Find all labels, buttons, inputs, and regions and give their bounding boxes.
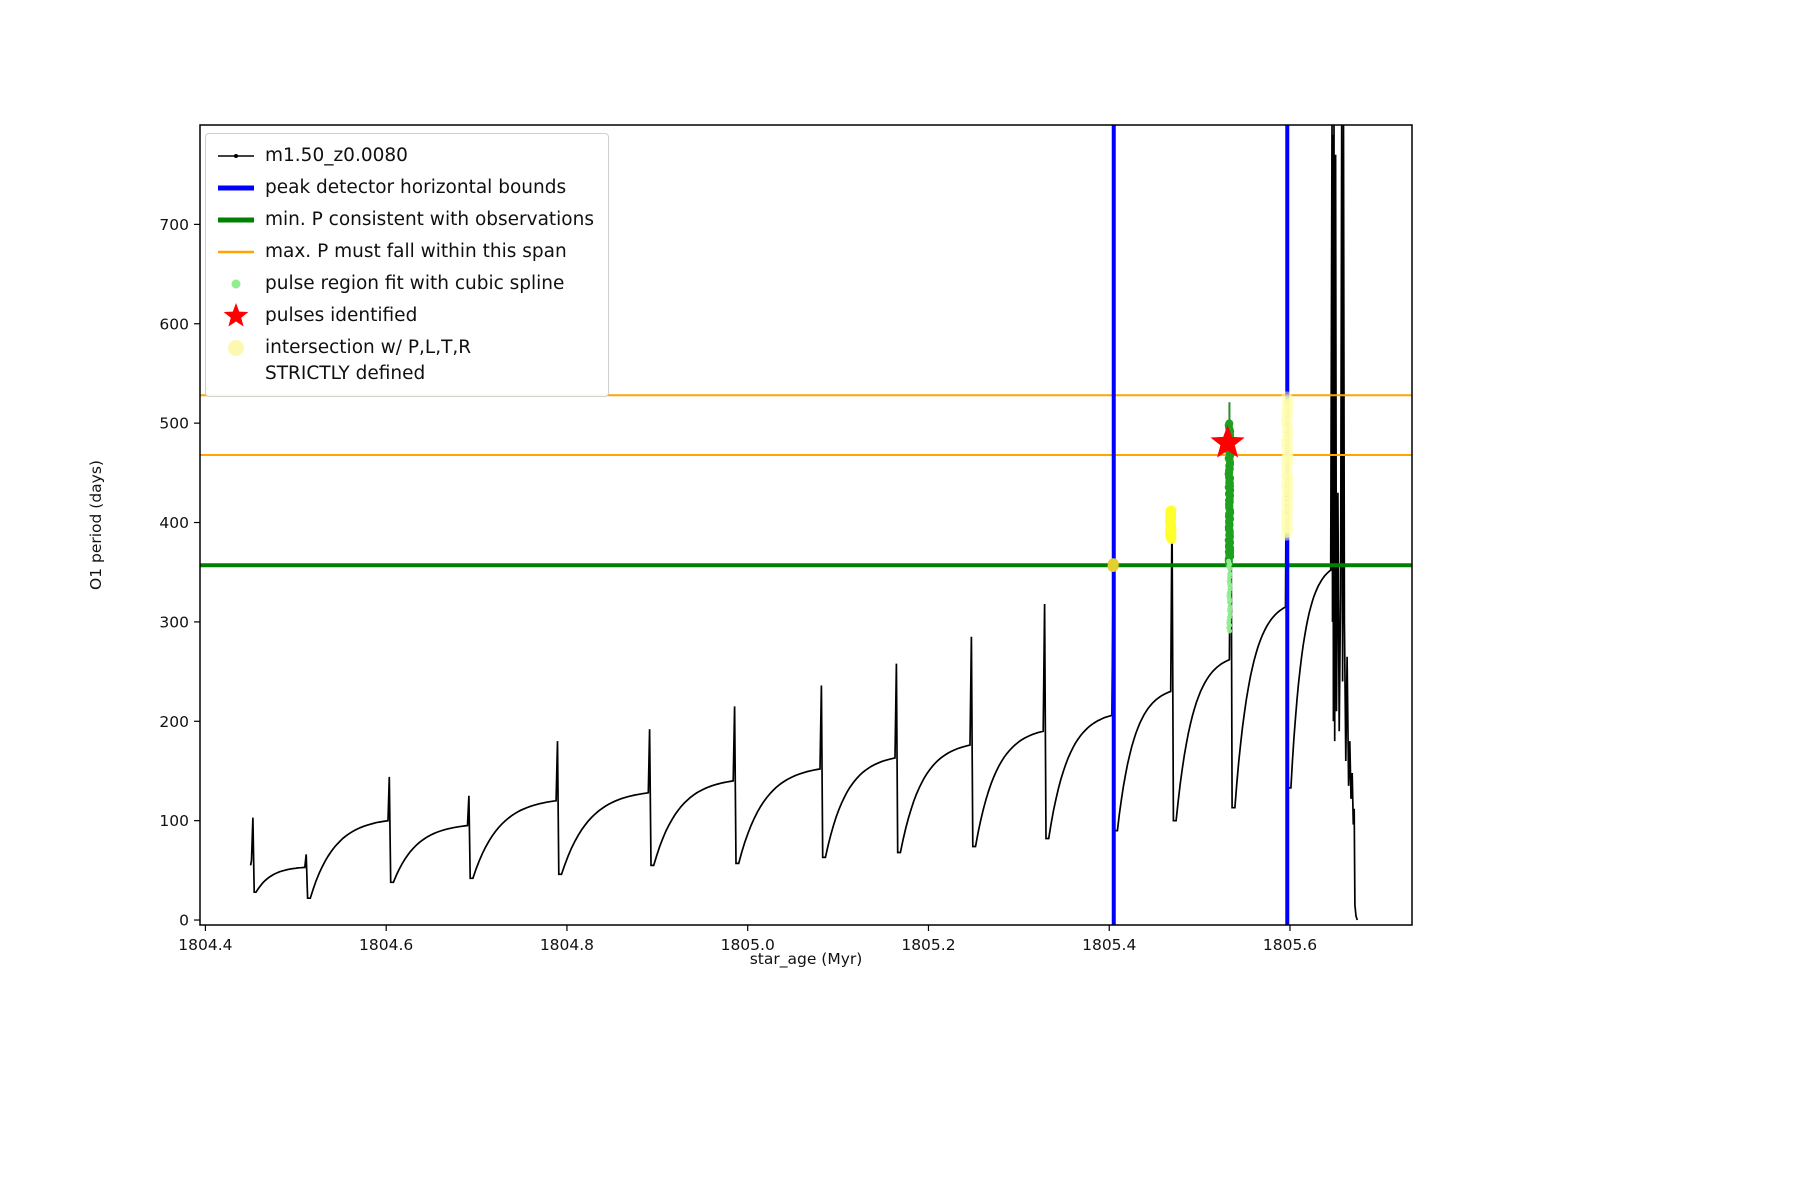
axes-frame xyxy=(199,124,1413,926)
svg-text:1805.0: 1805.0 xyxy=(721,936,775,954)
intersection-points xyxy=(1107,558,1119,572)
x-axis-label: star_age (Myr) xyxy=(749,950,863,968)
legend-item-intersection: intersection w/ P,L,T,R STRICTLY defined xyxy=(216,335,594,387)
svg-text:0: 0 xyxy=(179,912,189,930)
legend-label: max. P must fall within this span xyxy=(265,241,567,262)
legend-item-main-series: m1.50_z0.0080 xyxy=(216,143,594,169)
y-axis-label: O1 period (days) xyxy=(87,460,105,590)
legend-item-spline: pulse region fit with cubic spline xyxy=(216,271,594,297)
legend-label: pulse region fit with cubic spline xyxy=(265,273,565,294)
svg-text:1804.8: 1804.8 xyxy=(540,936,594,954)
legend-label: intersection w/ P,L,T,R STRICTLY defined xyxy=(265,337,472,384)
svg-text:1805.4: 1805.4 xyxy=(1082,936,1136,954)
svg-text:1805.6: 1805.6 xyxy=(1263,936,1317,954)
svg-text:400: 400 xyxy=(159,514,189,532)
plot-area xyxy=(200,125,1412,925)
spline-points xyxy=(1226,558,1233,634)
svg-text:300: 300 xyxy=(159,613,189,631)
legend-label: pulses identified xyxy=(265,305,418,326)
legend-item-pulses: pulses identified xyxy=(216,303,594,329)
legend-item-min-p: min. P consistent with observations xyxy=(216,207,594,233)
red-star-icon xyxy=(216,303,256,329)
blue-line-icon xyxy=(216,175,256,201)
svg-text:1804.4: 1804.4 xyxy=(178,936,232,954)
legend-item-max-p: max. P must fall within this span xyxy=(216,239,594,265)
svg-text:100: 100 xyxy=(159,812,189,830)
light-green-dot-icon xyxy=(216,271,256,297)
legend-label: min. P consistent with observations xyxy=(265,209,594,230)
svg-text:200: 200 xyxy=(159,713,189,731)
legend: m1.50_z0.0080 peak detector horizontal b… xyxy=(205,133,609,397)
pale-yellow-dot-icon xyxy=(216,335,256,361)
pulse-star-marker xyxy=(1210,425,1245,458)
svg-text:700: 700 xyxy=(159,216,189,234)
legend-item-peak-bounds: peak detector horizontal bounds xyxy=(216,175,594,201)
svg-text:600: 600 xyxy=(159,315,189,333)
black-line-dot-icon xyxy=(216,143,256,169)
svg-text:1804.6: 1804.6 xyxy=(359,936,413,954)
main-series-line xyxy=(249,125,1359,921)
legend-label: peak detector horizontal bounds xyxy=(265,177,567,198)
green-line-icon xyxy=(216,207,256,233)
orange-line-icon xyxy=(216,239,256,265)
svg-text:500: 500 xyxy=(159,415,189,433)
intersection-points xyxy=(1281,391,1294,541)
svg-text:1805.2: 1805.2 xyxy=(901,936,955,954)
y-axis-ticks: 0 100 200 300 400 500 600 700 xyxy=(159,216,200,930)
intersection-points xyxy=(1165,505,1177,544)
x-axis-ticks: 1804.4 1804.6 1804.8 1805.0 1805.2 1805.4 1805… xyxy=(178,925,1317,954)
legend-label: m1.50_z0.0080 xyxy=(265,145,408,166)
